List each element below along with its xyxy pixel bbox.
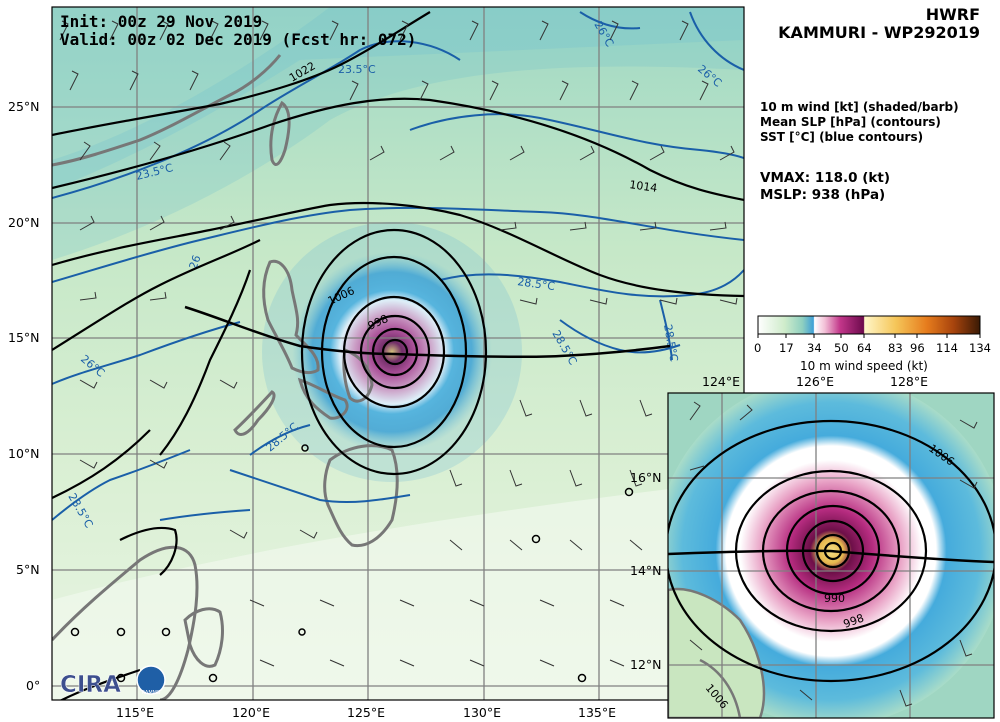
inset-wind-barbs <box>689 401 978 707</box>
cira-logo: CIRA RAMMB <box>60 665 166 698</box>
init-time: Init: 00z 29 Nov 2019 <box>60 12 263 31</box>
storm-wind-field <box>292 252 492 452</box>
china-coast <box>52 54 282 167</box>
field-legend: 10 m wind [kt] (shaded/barb) Mean SLP [h… <box>760 100 959 145</box>
borneo-coast <box>52 545 199 700</box>
logo-text: CIRA <box>60 672 121 698</box>
colorbar-tick-label: 134 <box>969 341 991 355</box>
main-map: 23.5°C 23.5°C 26°C 26°C 28.5°C 28.5°C 28… <box>52 7 744 700</box>
inset-lon-label: 128°E <box>890 374 929 389</box>
inset-lon-label: 124°E <box>702 374 741 389</box>
lat-label: 25°N <box>8 99 40 114</box>
colorbar-tick-label: 34 <box>807 341 822 355</box>
palawan-coast <box>233 390 276 436</box>
legend-slp: Mean SLP [hPa] (contours) <box>760 115 941 129</box>
lon-label: 120°E <box>232 705 271 720</box>
main-map-frame <box>51 6 745 701</box>
sst-contours <box>52 11 744 521</box>
isobar-1006 <box>300 228 488 476</box>
colorbar-tick-label: 50 <box>834 341 849 355</box>
colorbar-ticks <box>757 334 981 338</box>
lon-label: 130°E <box>463 705 502 720</box>
inset-coast-2 <box>699 658 742 718</box>
northern-wind-band-2 <box>52 7 744 260</box>
vmax-value: VMAX: 118.0 (kt) <box>760 170 891 186</box>
inset-map: 1006 998 990 1006 <box>668 393 994 718</box>
taiwan-coast <box>269 100 291 166</box>
colorbar-tick-label: 114 <box>936 341 958 355</box>
calm-south-area <box>52 480 744 700</box>
wind-barbs <box>59 20 738 667</box>
inset-isobar-label: 990 <box>824 592 845 605</box>
visayas-coast <box>297 377 349 420</box>
isobar-label: 1014 <box>629 178 659 195</box>
lat-label: 5°N <box>16 562 40 577</box>
model-name: HWRF <box>925 5 980 24</box>
sst-label: 23.5°C <box>338 63 376 76</box>
inset-lat-label: 14°N <box>630 563 662 578</box>
colorbar-tick-label: 0 <box>754 341 762 355</box>
valid-time: Valid: 00z 02 Dec 2019 (Fcst hr: 072) <box>60 30 417 49</box>
lat-label: 0° <box>26 678 41 693</box>
logo-badge-text: RAMMB <box>142 690 161 696</box>
sst-label: 28.5°C <box>661 323 680 363</box>
lat-label: 15°N <box>8 330 40 345</box>
colorbar-tick-label: 96 <box>910 341 925 355</box>
colorbar-tick-label: 17 <box>779 341 794 355</box>
logo-badge-icon <box>136 665 166 695</box>
sst-label: 28.5°C <box>517 275 556 293</box>
lon-label: 135°E <box>578 705 617 720</box>
legend-wind: 10 m wind [kt] (shaded/barb) <box>760 100 959 114</box>
lat-label: 10°N <box>8 446 40 461</box>
inset-lat-label: 12°N <box>630 657 662 672</box>
inset-storm-track <box>668 549 994 564</box>
storm-name: KAMMURI - WP292019 <box>778 23 980 42</box>
storm-track <box>184 305 671 359</box>
isobar-contours <box>52 11 744 700</box>
mslp-value: MSLP: 938 (hPa) <box>760 187 886 203</box>
lon-label: 115°E <box>116 705 155 720</box>
legend-sst: SST [°C] (blue contours) <box>760 130 924 144</box>
inset-lat-label: 16°N <box>630 470 662 485</box>
northern-wind-band <box>52 7 744 190</box>
lon-label: 125°E <box>347 705 386 720</box>
storm-stats: VMAX: 118.0 (kt) MSLP: 938 (hPa) <box>760 170 890 204</box>
colorbar-tick-label: 83 <box>888 341 903 355</box>
sulawesi-coast <box>183 607 224 668</box>
colorbar <box>757 315 981 335</box>
lat-label: 20°N <box>8 215 40 230</box>
inset-lon-label: 126°E <box>796 374 835 389</box>
colorbar-label: 10 m wind speed (kt) <box>800 359 928 373</box>
inset-grid <box>668 393 994 718</box>
colorbar-tick-label: 64 <box>857 341 872 355</box>
luzon-coast <box>262 259 320 375</box>
mindanao-coast <box>323 444 399 548</box>
inset-map-frame <box>667 392 995 719</box>
